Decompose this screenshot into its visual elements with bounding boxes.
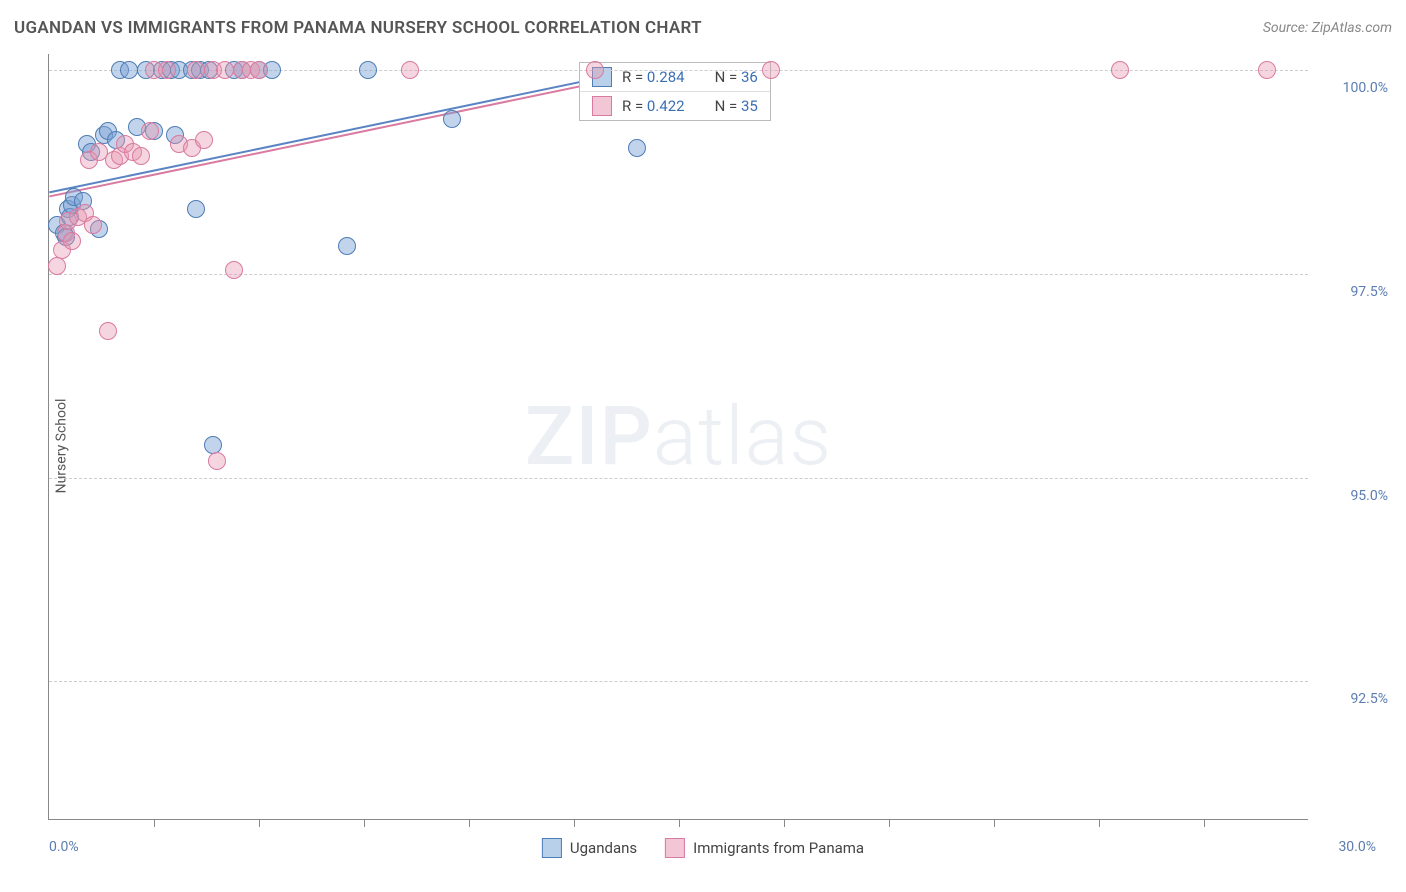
legend-swatch [542,838,562,858]
x-tick [154,819,155,827]
scatter-marker [250,61,268,79]
x-tick [364,819,365,827]
chart-title: UGANDAN VS IMMIGRANTS FROM PANAMA NURSER… [14,18,702,38]
x-axis-max-label: 30.0% [1338,839,1376,855]
x-tick [889,819,890,827]
series-name: Immigrants from Panama [693,839,864,857]
watermark-atlas: atlas [653,389,832,485]
scatter-marker [628,139,646,157]
gridline [49,681,1308,682]
legend-swatch [592,96,612,116]
scatter-marker [401,61,419,79]
x-tick [469,819,470,827]
series-name: Ugandans [570,839,637,857]
scatter-marker [187,200,205,218]
watermark-zip: ZIP [525,389,653,485]
x-tick [784,819,785,827]
series-legend: Ugandans Immigrants from Panama [542,838,864,858]
regression-lines-layer [49,54,1308,819]
watermark: ZIPatlas [525,389,832,485]
legend-swatch [665,838,685,858]
scatter-marker [158,61,176,79]
scatter-marker [443,110,461,128]
y-tick-label: 100.0% [1318,80,1388,96]
x-tick [259,819,260,827]
scatter-marker [216,61,234,79]
chart-container: UGANDAN VS IMMIGRANTS FROM PANAMA NURSER… [0,0,1406,892]
n-label: N = 35 [715,97,758,115]
scatter-marker [762,61,780,79]
source-label: Source: ZipAtlas.com [1263,20,1392,36]
scatter-marker [195,131,213,149]
scatter-marker [338,237,356,255]
x-tick [574,819,575,827]
scatter-marker [141,122,159,140]
scatter-marker [63,232,81,250]
y-tick-label: 97.5% [1318,284,1388,300]
scatter-marker [204,436,222,454]
y-tick-label: 92.5% [1318,691,1388,707]
scatter-marker [586,61,604,79]
scatter-marker [1258,61,1276,79]
scatter-marker [1111,61,1129,79]
series-legend-item: Ugandans [542,838,637,858]
plot-area: ZIPatlas R = 0.284N = 36R = 0.422N = 35 … [48,54,1308,820]
x-axis-min-label: 0.0% [49,839,79,855]
gridline [49,478,1308,479]
scatter-marker [120,61,138,79]
scatter-marker [132,147,150,165]
r-label: R = 0.422 [622,97,685,115]
scatter-marker [84,216,102,234]
scatter-marker [359,61,377,79]
x-tick [679,819,680,827]
scatter-marker [225,261,243,279]
x-tick [1204,819,1205,827]
x-tick [1099,819,1100,827]
scatter-marker [187,61,205,79]
y-tick-label: 95.0% [1318,488,1388,504]
scatter-marker [48,257,66,275]
series-legend-item: Immigrants from Panama [665,838,864,858]
scatter-marker [99,322,117,340]
title-row: UGANDAN VS IMMIGRANTS FROM PANAMA NURSER… [14,18,1392,38]
x-tick [994,819,995,827]
correlation-legend-row: R = 0.284N = 36 [580,63,770,92]
correlation-legend-row: R = 0.422 N = 35 [580,92,770,120]
scatter-marker [208,452,226,470]
